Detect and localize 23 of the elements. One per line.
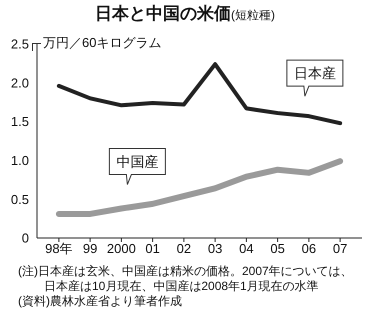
y-tick-label: 0.5 <box>10 192 29 207</box>
x-tick-label: 05 <box>270 241 285 256</box>
text: (資料)農林水産省より筆者作成 <box>18 294 183 309</box>
callout-box: 中国産 <box>108 148 166 185</box>
y-tick-label: 1.0 <box>10 153 29 168</box>
x-tick-label: 98年 <box>45 241 73 256</box>
x-tick-label: 01 <box>145 241 160 256</box>
y-axis-title: 万円／60キログラム <box>42 34 162 52</box>
line-series <box>56 62 342 126</box>
text: (注)日本産は玄米、中国産は精米の価格。2007年については、日本産は10月現在、中国産は2008年1月現在の水準 <box>18 264 354 294</box>
callout-box: 日本産 <box>286 60 344 97</box>
x-tick-label: 2000 <box>106 241 136 256</box>
x-tick-label: 03 <box>208 241 222 256</box>
x-tick-label: 07 <box>332 241 348 256</box>
y-tick-label: 0 <box>22 230 29 246</box>
x-tick-label: 06 <box>302 241 316 256</box>
y-tick-label: 1.5 <box>10 114 29 130</box>
x-tick-label: 04 <box>239 241 254 256</box>
y-tick-label: 2.5 <box>10 36 29 52</box>
chart-subtitle: (短粒種) <box>231 8 275 22</box>
x-tick-label: 02 <box>176 241 192 256</box>
x-tick-label: 99 <box>82 241 98 256</box>
y-tick-label: 2.0 <box>10 75 29 90</box>
